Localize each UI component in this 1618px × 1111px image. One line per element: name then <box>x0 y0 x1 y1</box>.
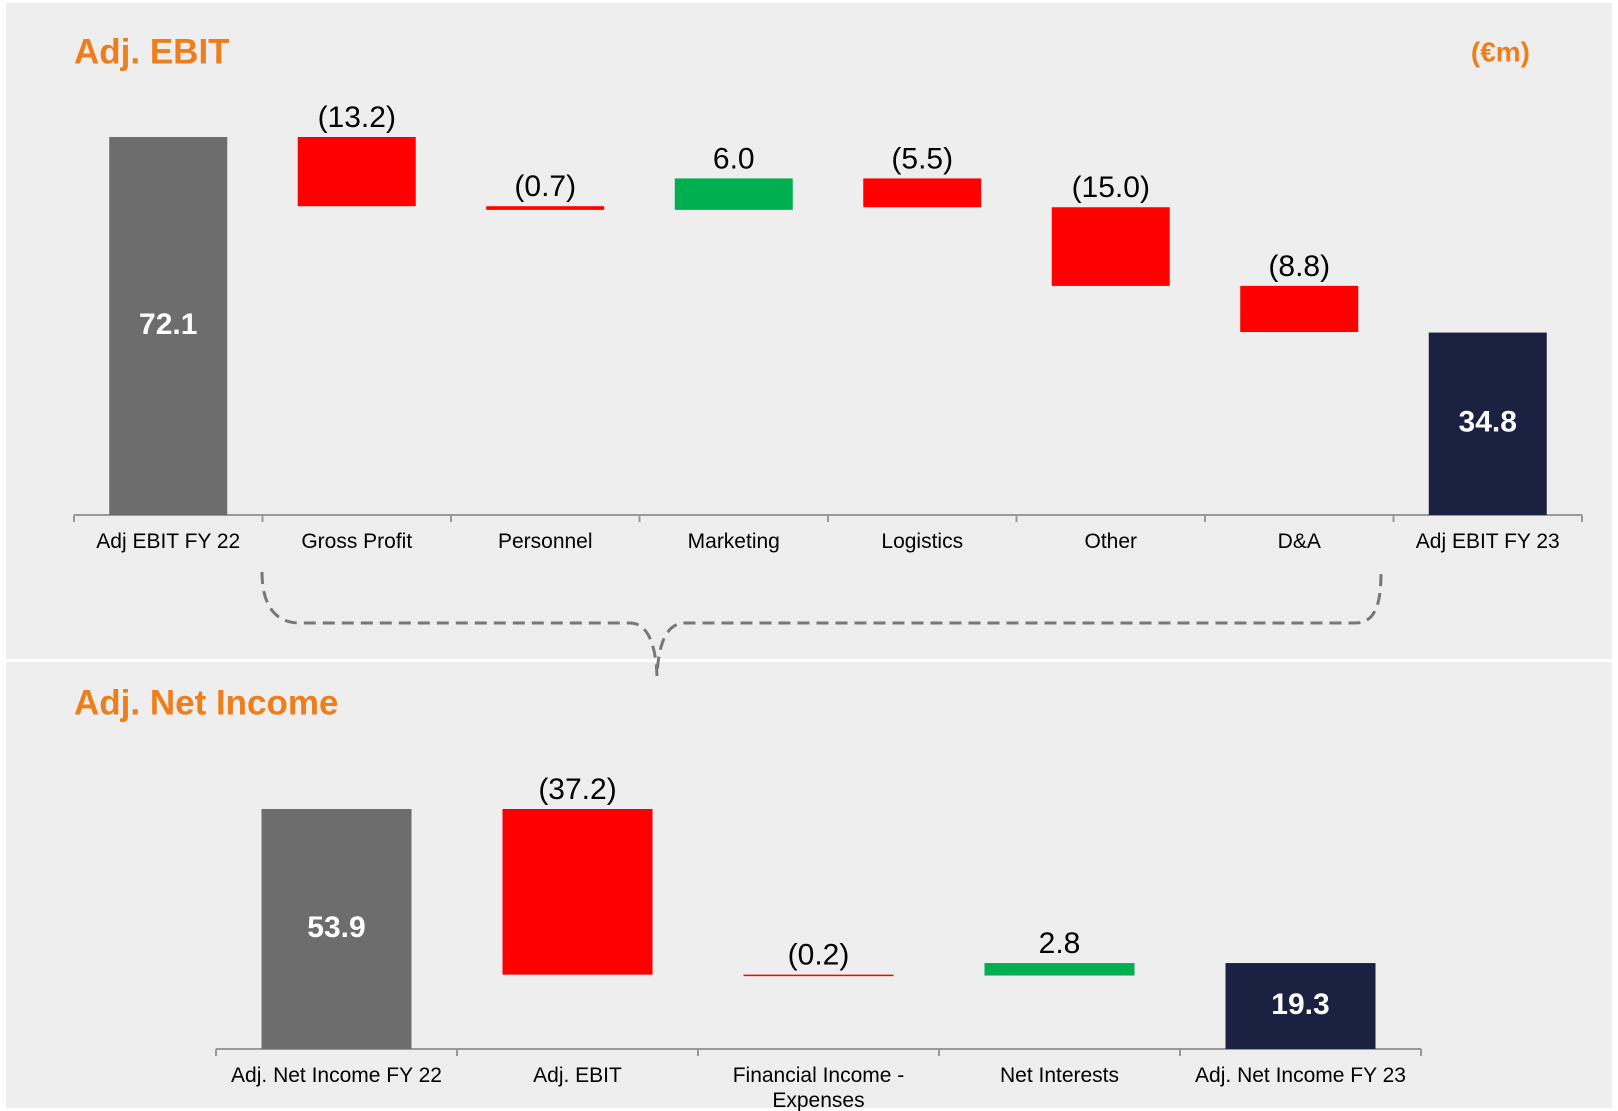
x-tick-label: Financial Income - Expenses <box>732 1064 905 1111</box>
bar <box>984 963 1135 976</box>
data-label: 53.9 <box>307 911 365 944</box>
brace <box>260 571 1383 677</box>
bar <box>486 206 605 210</box>
x-tick-label: Adj EBIT FY 23 <box>1415 530 1560 553</box>
data-label: (15.0) <box>1072 171 1150 204</box>
x-tick-label: Adj. Net Income FY 23 <box>1195 1064 1406 1087</box>
x-tick-label: Other <box>1084 530 1138 553</box>
bar <box>1051 207 1170 286</box>
bar <box>1225 963 1376 1049</box>
x-tick-label: Gross Profit <box>301 530 413 553</box>
bar <box>109 137 228 515</box>
bar <box>261 809 412 1049</box>
data-label: 6.0 <box>713 142 755 175</box>
panel-top <box>6 3 1612 659</box>
bar <box>863 178 982 208</box>
x-tick-label: Logistics <box>881 530 964 553</box>
bar <box>674 178 793 210</box>
bar <box>1240 285 1359 333</box>
bar <box>502 809 653 975</box>
x-tick-label: Adj EBIT FY 22 <box>96 530 241 553</box>
x-tick-label: Net Interests <box>999 1064 1120 1087</box>
data-label: (37.2) <box>538 773 616 806</box>
bar <box>297 137 416 207</box>
data-label: 2.8 <box>1039 927 1081 960</box>
data-label: (13.2) <box>318 101 396 134</box>
data-label: (5.5) <box>891 142 953 175</box>
chart-title: Adj. Net Income <box>74 683 338 722</box>
chart-subtitle: (€m) <box>1471 36 1530 67</box>
data-label: 19.3 <box>1271 988 1329 1021</box>
bar <box>743 974 894 977</box>
chart-title: Adj. EBIT <box>74 32 230 71</box>
data-label: 72.1 <box>139 308 197 341</box>
data-label: (8.8) <box>1268 250 1330 283</box>
x-tick-label: Adj. Net Income FY 22 <box>231 1064 442 1087</box>
data-label: 34.8 <box>1459 406 1517 439</box>
data-label: (0.7) <box>514 170 576 203</box>
data-label: (0.2) <box>788 939 850 972</box>
x-tick-label: Personnel <box>497 530 593 553</box>
x-tick-label: D&A <box>1277 530 1321 553</box>
x-tick-label: Adj. EBIT <box>533 1064 622 1087</box>
bar <box>1428 332 1547 515</box>
x-tick-label: Marketing <box>687 530 780 553</box>
